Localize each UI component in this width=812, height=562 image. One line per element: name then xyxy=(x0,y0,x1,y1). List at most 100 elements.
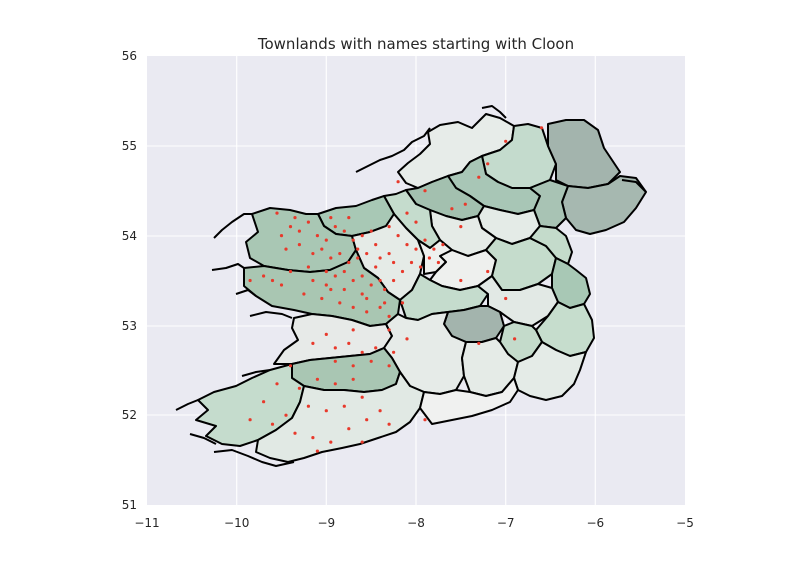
townland-point xyxy=(333,359,337,363)
coast-outline xyxy=(235,289,257,297)
townland-point xyxy=(279,283,284,287)
townland-point xyxy=(324,283,328,287)
x-tick-label: −5 xyxy=(676,516,694,530)
townland-point xyxy=(311,252,315,256)
townland-point xyxy=(306,265,310,269)
townland-point xyxy=(329,256,333,260)
townland-point xyxy=(378,256,382,260)
townland-point xyxy=(539,126,544,130)
y-tick-label: 51 xyxy=(122,498,137,512)
townland-point xyxy=(347,427,351,431)
townland-point xyxy=(383,287,387,292)
townland-point xyxy=(374,243,378,247)
townland-point xyxy=(486,162,490,166)
townland-point xyxy=(311,341,315,345)
townland-point xyxy=(387,225,391,229)
townland-point xyxy=(342,287,346,292)
townland-point xyxy=(360,395,364,399)
townland-point xyxy=(459,225,463,229)
townland-point xyxy=(248,278,252,283)
townland-point xyxy=(477,341,481,345)
townland-point xyxy=(396,234,400,238)
townland-point xyxy=(356,247,360,251)
y-tick-label: 56 xyxy=(122,49,137,63)
townland-point xyxy=(360,350,364,354)
townland-point xyxy=(504,296,508,301)
townland-point xyxy=(333,382,337,386)
townland-point xyxy=(360,440,364,444)
townland-point xyxy=(324,238,328,242)
townland-point xyxy=(414,247,418,251)
y-tick-label: 54 xyxy=(122,229,137,243)
townland-point xyxy=(293,431,297,435)
coast-outline xyxy=(481,105,507,119)
county-region xyxy=(513,341,587,401)
townland-point xyxy=(369,283,373,287)
townland-point xyxy=(387,252,391,256)
county-region xyxy=(529,179,569,229)
townland-point xyxy=(306,220,310,224)
y-tick-label: 52 xyxy=(122,408,137,422)
townland-point xyxy=(486,269,490,274)
coast-outline xyxy=(621,179,647,193)
townland-point xyxy=(329,440,333,444)
townland-point xyxy=(275,382,279,386)
townland-point xyxy=(378,278,382,283)
townland-point xyxy=(365,310,369,314)
townland-point xyxy=(351,278,355,283)
townland-point xyxy=(342,404,346,408)
townland-point xyxy=(342,269,346,274)
townland-point xyxy=(360,292,364,296)
coast-outline xyxy=(213,213,252,239)
county-region xyxy=(419,377,519,425)
x-tick-label: −10 xyxy=(224,516,249,530)
townland-point xyxy=(333,274,337,278)
townland-point xyxy=(329,216,333,220)
townland-point xyxy=(347,260,351,265)
townland-point xyxy=(405,243,409,247)
townland-point xyxy=(306,404,310,408)
townland-point xyxy=(338,252,342,256)
x-tick-label: −7 xyxy=(497,516,515,530)
townland-point xyxy=(392,260,396,265)
townland-point xyxy=(423,238,427,242)
townland-point xyxy=(297,229,301,233)
townland-point xyxy=(409,260,414,265)
townland-point xyxy=(351,377,355,381)
townland-point xyxy=(311,278,315,283)
coast-outline xyxy=(189,433,217,445)
townland-point xyxy=(284,247,288,251)
townland-point xyxy=(400,269,405,274)
coast-outline xyxy=(211,263,245,271)
townland-point xyxy=(248,418,252,422)
coast-outline xyxy=(241,369,271,377)
townland-point xyxy=(369,359,373,363)
townland-point xyxy=(262,400,266,404)
townland-point xyxy=(365,252,369,256)
townland-point xyxy=(387,328,391,332)
townland-point xyxy=(392,350,396,354)
county-region xyxy=(547,119,621,189)
x-tick-label: −6 xyxy=(586,516,604,530)
townland-point xyxy=(351,305,355,309)
townland-point xyxy=(387,364,391,368)
chart-title: Townlands with names starting with Cloon xyxy=(257,35,574,53)
coastline xyxy=(175,105,647,467)
townland-point xyxy=(320,296,324,301)
townland-point xyxy=(459,278,463,283)
county-region xyxy=(561,175,647,235)
townland-point xyxy=(441,243,445,247)
county-region xyxy=(255,371,425,463)
townland-point xyxy=(297,386,301,390)
townland-point xyxy=(351,238,355,242)
townland-point xyxy=(315,377,319,381)
y-tick-label: 53 xyxy=(122,319,137,333)
townland-point xyxy=(477,175,481,179)
townland-point xyxy=(288,225,293,229)
townland-point xyxy=(360,234,364,238)
townland-point xyxy=(396,180,400,184)
townland-point xyxy=(369,229,373,233)
townland-point xyxy=(405,211,409,215)
county-region xyxy=(243,249,401,327)
